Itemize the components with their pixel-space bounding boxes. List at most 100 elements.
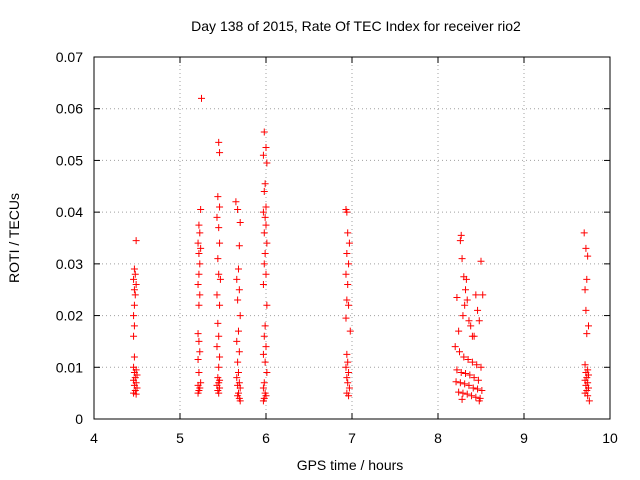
- data-point: [470, 332, 478, 340]
- data-point: [261, 250, 269, 258]
- data-point: [261, 322, 269, 330]
- data-point: [584, 252, 592, 260]
- data-point: [344, 379, 352, 387]
- data-point: [213, 213, 221, 221]
- data-point: [196, 348, 204, 356]
- data-point: [132, 390, 140, 398]
- data-point: [196, 229, 204, 237]
- data-point: [473, 361, 481, 369]
- data-point: [197, 244, 205, 252]
- data-point: [260, 229, 268, 237]
- data-point: [216, 239, 224, 247]
- data-point: [458, 255, 466, 263]
- data-point: [345, 239, 353, 247]
- data-point: [131, 270, 139, 278]
- data-point: [195, 270, 203, 278]
- x-tick-label: 9: [520, 430, 528, 446]
- data-point: [260, 128, 268, 136]
- data-point: [194, 356, 202, 364]
- data-point: [234, 296, 242, 304]
- data-point: [259, 281, 267, 289]
- x-axis-label: GPS time / hours: [297, 457, 404, 473]
- data-point: [259, 384, 267, 392]
- data-point: [462, 275, 470, 283]
- data-point: [260, 332, 268, 340]
- x-tick-label: 5: [176, 430, 184, 446]
- data-point: [583, 330, 591, 338]
- data-point: [472, 291, 480, 299]
- data-point: [456, 348, 463, 356]
- data-point: [233, 337, 241, 345]
- data-point: [236, 384, 244, 392]
- data-point: [235, 242, 243, 250]
- x-tick-label: 10: [602, 430, 618, 446]
- y-tick-label: 0.06: [56, 101, 83, 117]
- data-point: [457, 368, 465, 376]
- data-point: [131, 291, 139, 299]
- data-point: [234, 265, 242, 273]
- y-tick-label: 0: [75, 411, 83, 427]
- data-point: [345, 260, 353, 268]
- data-point: [467, 322, 475, 330]
- axis-ticks: 4 5 6 7 8 9 10 0 0.01 0.02 0.03 0.04 0.05 0.06 0.07: [56, 49, 618, 446]
- data-point: [259, 208, 267, 216]
- data-point: [261, 358, 269, 366]
- grid: [94, 57, 610, 419]
- data-point: [342, 270, 350, 278]
- data-point: [474, 385, 482, 393]
- data-point: [346, 327, 354, 335]
- data-point: [475, 397, 483, 405]
- data-point: [581, 361, 589, 369]
- data-point: [216, 203, 224, 211]
- data-point: [583, 275, 591, 283]
- data-point: [236, 218, 244, 226]
- data-point: [464, 356, 472, 364]
- chart-title: Day 138 of 2015, Rate Of TEC Index for r…: [191, 18, 521, 34]
- data-point: [262, 343, 270, 351]
- y-tick-label: 0.03: [56, 256, 83, 272]
- data-point: [453, 293, 461, 301]
- data-point: [214, 319, 222, 327]
- data-point: [194, 330, 202, 338]
- data-point: [263, 301, 271, 309]
- x-tick-label: 6: [262, 430, 270, 446]
- data-point: [234, 206, 242, 214]
- y-axis-label: ROTI / TECUs: [6, 193, 22, 283]
- data-point: [130, 265, 138, 273]
- data-point: [195, 301, 203, 309]
- data-point: [460, 353, 468, 361]
- data-point: [215, 224, 223, 232]
- y-tick-label: 0.02: [56, 308, 83, 324]
- x-tick-label: 4: [90, 430, 98, 446]
- data-point: [194, 239, 202, 247]
- data-point: [457, 231, 465, 239]
- data-point: [452, 378, 460, 386]
- data-point: [344, 281, 352, 289]
- data-point: [259, 151, 267, 159]
- data-point: [468, 392, 476, 400]
- data-point: [262, 221, 270, 229]
- data-points: [130, 94, 593, 405]
- x-tick-label: 8: [434, 430, 442, 446]
- data-point: [585, 322, 592, 330]
- data-point: [130, 322, 138, 330]
- data-point: [194, 389, 202, 397]
- data-point: [456, 379, 464, 387]
- data-point: [233, 275, 241, 283]
- data-point: [263, 159, 271, 167]
- data-point: [234, 327, 242, 335]
- data-point: [455, 388, 463, 396]
- data-point: [466, 371, 474, 379]
- data-point: [132, 281, 140, 289]
- data-point: [132, 237, 140, 245]
- data-point: [582, 306, 590, 314]
- data-point: [463, 390, 471, 398]
- data-point: [130, 332, 138, 340]
- data-point: [195, 221, 203, 229]
- data-point: [345, 368, 353, 376]
- data-point: [263, 368, 271, 376]
- data-point: [582, 244, 590, 252]
- data-point: [262, 203, 270, 211]
- data-point: [479, 291, 487, 299]
